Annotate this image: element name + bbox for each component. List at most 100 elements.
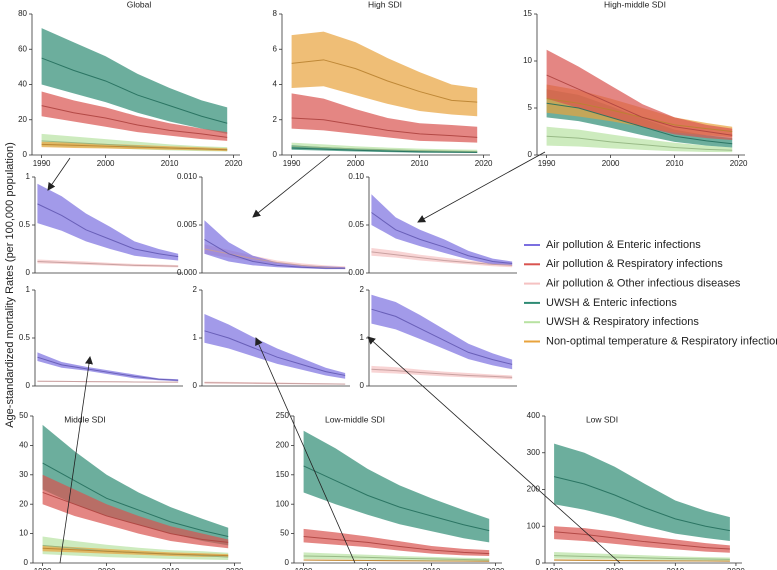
uncertainty-band <box>371 294 513 370</box>
x-tick-label: 2000 <box>97 159 115 168</box>
y-tick-label: 0.05 <box>348 220 364 229</box>
panel: 0.000 0.005 0.010 <box>177 172 350 277</box>
panel: 0.00 0.05 0.10 <box>348 172 517 277</box>
series-line <box>371 308 513 365</box>
series-line <box>546 102 733 145</box>
x-tick-label: 2020 <box>730 159 748 168</box>
y-tick-label: 0.00 <box>348 268 364 277</box>
panel-title: High SDI <box>368 0 402 9</box>
y-tick-label: 100 <box>527 521 541 530</box>
legend-label: UWSH & Enteric infections <box>546 297 677 309</box>
uncertainty-band <box>42 424 229 546</box>
y-tick-label: 0 <box>360 381 365 390</box>
series-line <box>291 147 478 153</box>
y-tick-label: 2 <box>193 285 198 294</box>
plot-area <box>303 430 490 562</box>
x-tick-label: 2020 <box>225 159 243 168</box>
arrow <box>367 336 621 564</box>
x-tick-label: 2010 <box>411 159 429 168</box>
plot-area <box>371 294 513 380</box>
y-tick-label: 0 <box>528 150 533 159</box>
series-line <box>41 105 228 138</box>
series-line <box>37 260 179 267</box>
y-tick-label: 250 <box>276 411 290 420</box>
x-tick-label: 2010 <box>161 159 179 168</box>
y-tick-label: 0.10 <box>348 172 364 181</box>
y-tick-label: 5 <box>528 103 533 112</box>
y-tick-label: 200 <box>527 485 541 494</box>
legend: Air pollution & Enteric infections Air po… <box>524 239 777 347</box>
series-line <box>37 380 179 383</box>
x-tick-label: 2000 <box>347 159 365 168</box>
uncertainty-band <box>303 528 490 556</box>
y-tick-label: 30 <box>19 470 28 479</box>
x-tick-label: 2020 <box>226 567 244 570</box>
y-tick-label: 0 <box>26 381 31 390</box>
y-tick-label: 15 <box>523 9 532 18</box>
x-tick-label: 1990 <box>33 159 51 168</box>
arrows <box>47 151 621 564</box>
series-line <box>291 117 478 138</box>
x-tick-label: 2000 <box>359 567 377 570</box>
uncertainty-band <box>554 443 730 541</box>
y-tick-label: 200 <box>276 441 290 450</box>
panel-title: Middle SDI <box>64 414 106 424</box>
y-tick-label: 2 <box>273 115 278 124</box>
x-tick-label: 2010 <box>666 159 684 168</box>
series-line <box>303 559 490 562</box>
y-tick-label: 0 <box>23 150 28 159</box>
legend-label: Air pollution & Other infectious disease… <box>546 278 741 290</box>
legend-label: Air pollution & Enteric infections <box>546 239 701 251</box>
y-tick-label: 0.5 <box>19 333 31 342</box>
x-tick-label: 2000 <box>606 567 624 570</box>
x-tick-label: 1990 <box>283 159 301 168</box>
series-line <box>554 559 730 562</box>
y-tick-label: 0 <box>24 558 29 567</box>
y-tick-label: 8 <box>273 9 278 18</box>
x-tick-label: 2010 <box>666 567 684 570</box>
legend-label: UWSH & Respiratory infections <box>546 316 699 328</box>
series-line <box>303 555 490 561</box>
x-tick-label: 2010 <box>162 567 180 570</box>
y-tick-label: 10 <box>19 529 28 538</box>
y-tick-label: 100 <box>276 499 290 508</box>
series-line <box>42 462 229 538</box>
panel: 0 10 20 30 40 50 1990 2000 2010 2020 Middle SDI <box>19 411 244 570</box>
panel: 0 5 10 15 1990 2000 2010 2020 High-middle SDI <box>523 0 748 168</box>
y-tick-label: 0.005 <box>177 220 198 229</box>
plot-area <box>42 424 229 561</box>
series-line <box>303 536 490 555</box>
y-tick-label: 0 <box>193 381 198 390</box>
series-line <box>41 57 228 124</box>
y-tick-label: 6 <box>273 44 278 53</box>
y-tick-label: 60 <box>18 44 27 53</box>
plot-area <box>37 183 179 268</box>
y-tick-label: 0.5 <box>19 220 31 229</box>
y-tick-label: 400 <box>527 411 541 420</box>
uncertainty-band <box>546 49 733 140</box>
x-tick-label: 2020 <box>727 567 745 570</box>
x-tick-label: 2020 <box>487 567 505 570</box>
y-tick-label: 50 <box>280 529 289 538</box>
series-line <box>371 212 513 264</box>
plot-area <box>204 220 346 270</box>
uncertainty-band <box>371 194 513 266</box>
y-tick-label: 0 <box>26 268 31 277</box>
plot-area <box>546 49 733 153</box>
uncertainty-band <box>371 365 513 380</box>
series-line <box>546 135 733 151</box>
panel: 0 50 100 150 200 250 1990 2000 2010 2020 Low-middl… <box>276 411 505 570</box>
panel: 0 2 4 6 8 1990 2000 2010 2020 High SDI <box>273 0 494 168</box>
y-tick-label: 1 <box>26 172 31 181</box>
x-tick-label: 2020 <box>475 159 493 168</box>
y-tick-label: 4 <box>273 80 278 89</box>
plot-area <box>41 28 228 152</box>
series-line <box>204 238 346 269</box>
x-tick-label: 1990 <box>538 159 556 168</box>
y-axis-label: Age-standardized mortality Rates (per 10… <box>4 142 16 428</box>
arrow <box>255 337 356 564</box>
uncertainty-band <box>37 352 179 382</box>
arrow <box>59 356 93 564</box>
